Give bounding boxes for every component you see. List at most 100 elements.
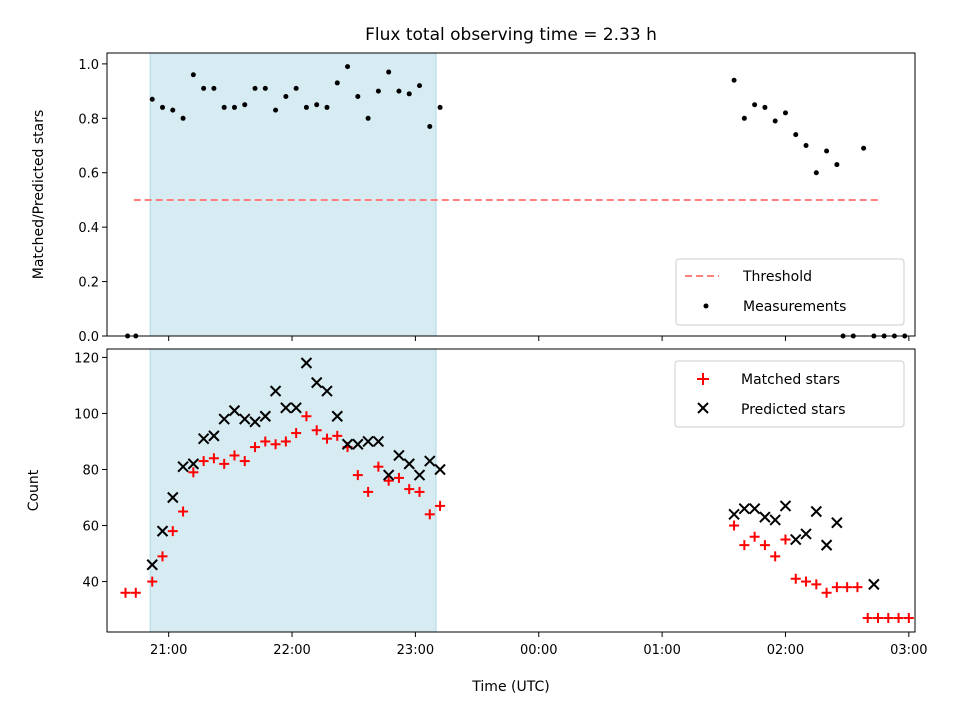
predicted-star-point [341,438,354,450]
predicted-star-point [779,500,792,512]
predicted-star-point [300,357,313,369]
predicted-star-point [790,533,802,546]
matched-star-point [178,506,189,517]
measurement-point [160,104,166,110]
predicted-star-point [197,432,210,445]
predicted-star-point [156,525,169,537]
top-legend-box [675,258,905,326]
matched-star-point [749,531,760,542]
measurement-point [861,145,867,151]
predicted-star-point [372,435,385,448]
measurement-point [803,143,809,149]
measurement-point [221,104,227,110]
y-tick-label: 0.0 [78,330,99,345]
matched-star-point [130,587,141,598]
bottom-observing-span [149,348,437,633]
predicted-star-point [290,402,302,414]
matched-star-point [893,612,904,623]
measurement-point [149,96,155,102]
top-x-ticks [168,336,910,341]
matched-star-point [363,486,374,497]
bottom-axes-frame [106,348,916,633]
measurement-point [406,91,412,97]
measurement-point [365,115,371,121]
predicted-star-point [208,430,220,442]
matched-star-point [373,461,384,472]
predicted-star-point [393,449,405,462]
measurement-point [345,64,351,70]
measurement-point [375,88,381,94]
predicted-star-point [759,511,771,523]
legend-predicted-label: Predicted stars [741,402,846,418]
predicted-star-point [382,469,395,481]
measurement-point [427,123,433,129]
measurement-point [386,69,392,75]
predicted-star-point [831,517,843,529]
predicted-star-point [800,528,812,540]
predicted-star-point [331,410,343,422]
legend-predicted-swatch [697,402,709,414]
matched-star-point [120,587,131,598]
measurement-point [252,85,258,91]
matched-star-point [239,456,250,467]
matched-stars-points [120,411,914,623]
matched-star-point [424,509,435,520]
predicted-star-point [218,413,230,425]
y-tick-label: 40 [82,576,99,591]
measurement-point [273,107,279,113]
legend-measurements-label: Measurements [743,299,846,315]
x-tick-label: 01:00 [643,643,680,658]
predicted-star-point [177,460,189,473]
measurement-point [731,77,737,83]
predicted-star-point [311,376,323,389]
matched-star-point [229,450,240,461]
matched-star-point [270,439,281,450]
matched-star-point [759,540,770,551]
matched-star-point [790,573,801,584]
predicted-star-point [748,503,761,515]
bottom-x-ticks: 21:00 22:00 23:00 00:00 01:00 02:00 03:00 [150,632,928,658]
matched-star-point [739,540,750,551]
y-tick-label: 100 [74,407,99,422]
matched-star-point [332,430,343,441]
legend-measurements-swatch [703,303,709,309]
bottom-y-ticks: 40 60 80 100 120 [74,351,107,591]
legend-matched-label: Matched stars [741,372,840,388]
top-legend: Threshold Measurements [675,258,905,326]
matched-star-point [414,486,425,497]
measurement-point [752,102,758,108]
bottom-y-axis-label: Count [26,469,42,511]
y-tick-label: 0.8 [78,112,99,127]
predicted-star-point [239,413,251,425]
matched-star-point [291,428,302,439]
measurement-point [303,104,309,110]
measurement-point [283,94,289,100]
predicted-star-point [769,514,781,526]
y-tick-label: 0.2 [78,276,99,291]
chart-title: Flux total observing time = 2.33 h [365,25,657,45]
measurement-point [396,88,402,94]
predicted-star-point [352,438,364,450]
bottom-legend: Matched stars Predicted stars [674,360,905,428]
measurement-point [231,104,237,110]
predicted-star-point [424,455,436,467]
measurement-point [170,107,176,113]
measurement-point [201,85,207,91]
x-tick-label: 03:00 [890,643,927,658]
matched-star-point [393,472,404,483]
measurement-point [324,104,330,110]
measurement-point [437,104,443,110]
predicted-star-point [187,458,200,470]
legend-matched-swatch [697,373,709,385]
predicted-star-point [413,469,426,481]
measurement-point [314,102,320,108]
matched-star-point [208,453,219,464]
measurement-point [741,115,747,121]
measurement-point [417,83,423,89]
measurement-point [813,170,819,176]
measurement-point [762,104,768,110]
matched-star-point [862,612,873,623]
matched-star-point [852,582,863,593]
predicted-star-point [259,410,272,422]
